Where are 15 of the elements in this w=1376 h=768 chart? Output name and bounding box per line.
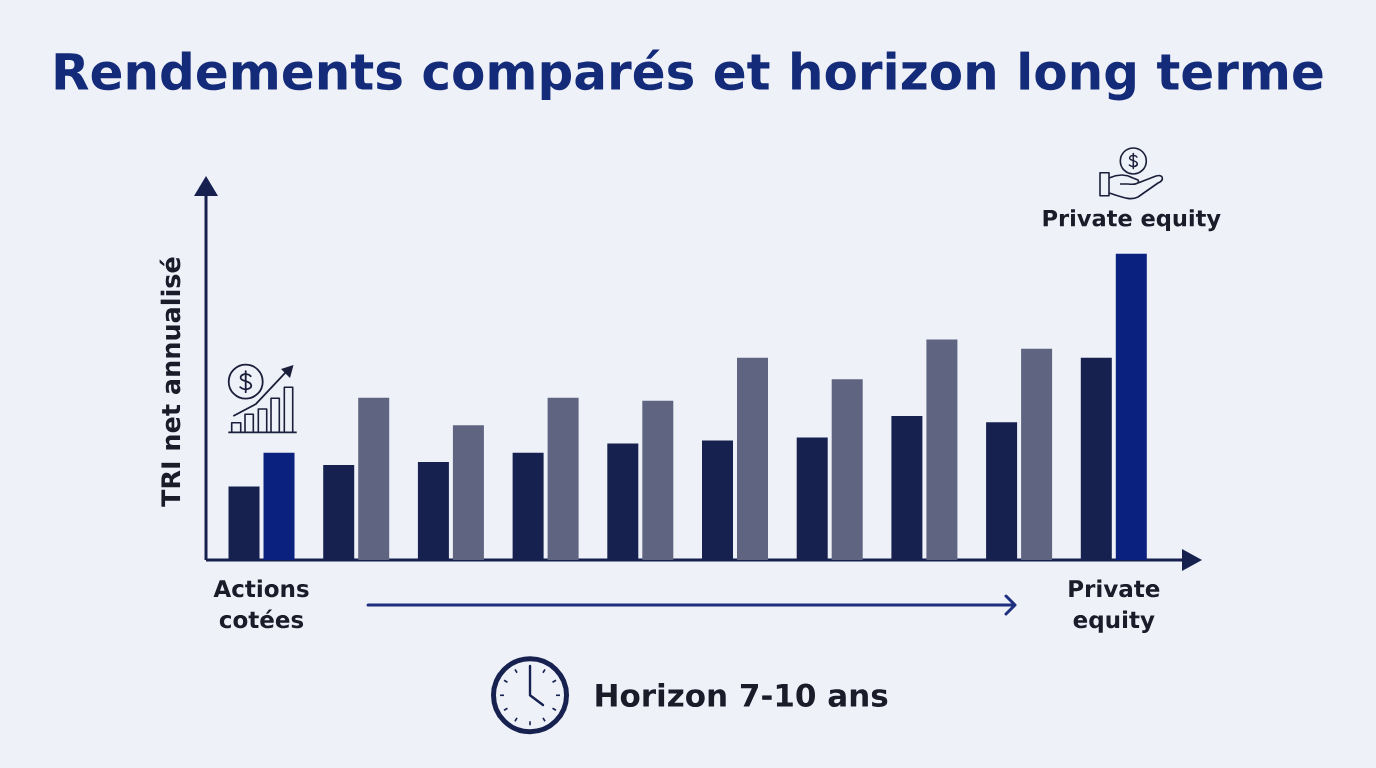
bar	[1021, 348, 1053, 560]
bar	[737, 357, 768, 560]
bar	[1115, 253, 1147, 560]
text: Private equity	[1043, 209, 1221, 232]
bar	[263, 452, 295, 560]
bar	[358, 397, 390, 560]
bar	[547, 397, 579, 560]
bar	[926, 339, 958, 560]
text: Horizon 7-10 ans	[596, 682, 888, 707]
bar	[831, 379, 863, 560]
chart-title: Rendements comparés et horizon long terme	[55, 49, 1323, 101]
y-axis-title: TRI net annualisé	[159, 257, 181, 507]
bar	[642, 400, 674, 560]
x-tick-label: Actions cotées	[213, 579, 309, 629]
bar	[452, 425, 484, 560]
